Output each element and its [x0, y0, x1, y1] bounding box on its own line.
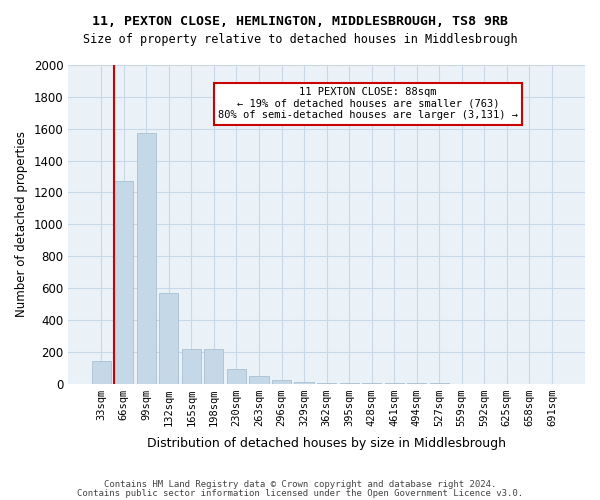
- Bar: [114, 182, 133, 384]
- Bar: [137, 134, 156, 384]
- Bar: [182, 350, 201, 384]
- Bar: [250, 376, 269, 384]
- Bar: [227, 369, 246, 384]
- Bar: [159, 292, 178, 384]
- Text: Contains HM Land Registry data © Crown copyright and database right 2024.: Contains HM Land Registry data © Crown c…: [104, 480, 496, 489]
- Bar: [295, 382, 314, 384]
- Bar: [317, 382, 336, 384]
- Y-axis label: Number of detached properties: Number of detached properties: [15, 132, 28, 318]
- Bar: [205, 350, 223, 384]
- Text: 11, PEXTON CLOSE, HEMLINGTON, MIDDLESBROUGH, TS8 9RB: 11, PEXTON CLOSE, HEMLINGTON, MIDDLESBRO…: [92, 15, 508, 28]
- Text: Size of property relative to detached houses in Middlesbrough: Size of property relative to detached ho…: [83, 32, 517, 46]
- Text: Contains public sector information licensed under the Open Government Licence v3: Contains public sector information licen…: [77, 488, 523, 498]
- Bar: [272, 380, 291, 384]
- X-axis label: Distribution of detached houses by size in Middlesbrough: Distribution of detached houses by size …: [147, 437, 506, 450]
- Bar: [92, 361, 111, 384]
- Text: 11 PEXTON CLOSE: 88sqm
← 19% of detached houses are smaller (763)
80% of semi-de: 11 PEXTON CLOSE: 88sqm ← 19% of detached…: [218, 88, 518, 120]
